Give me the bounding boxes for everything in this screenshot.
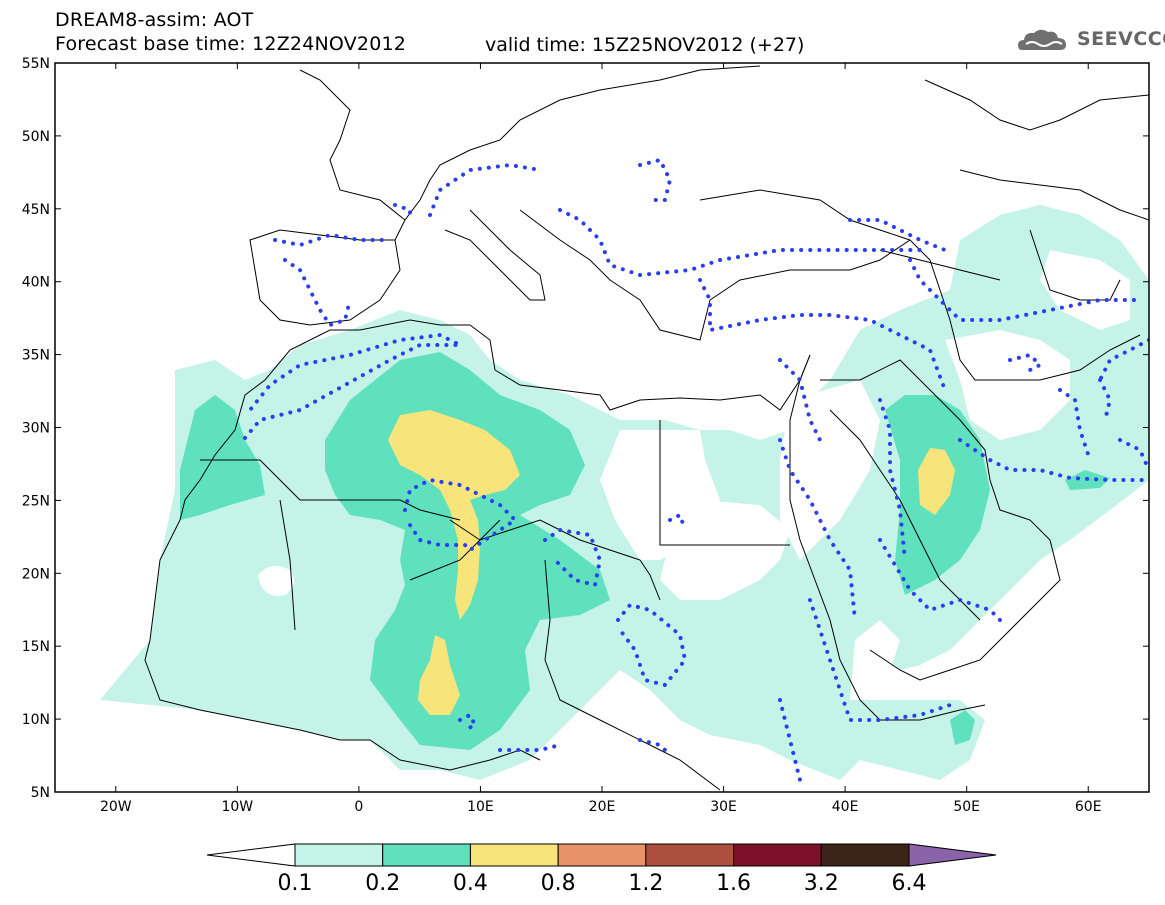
lat-label: 55N <box>22 56 50 72</box>
lon-label: 0 <box>354 799 363 815</box>
colorbar-segment <box>294 843 384 867</box>
lat-label: 45N <box>22 202 50 218</box>
colorbar-segment <box>733 843 822 867</box>
lat-label: 20N <box>22 566 50 582</box>
lon-label: 20W <box>100 799 132 815</box>
map-title: DREAM8-assim: AOT <box>55 9 254 31</box>
seevccc-cloud-logo-icon <box>1018 29 1066 50</box>
forecast-base-time: Forecast base time: 12Z24NOV2012 <box>55 33 407 55</box>
colorbar-label: 3.2 <box>804 871 839 896</box>
aot-fill-layer <box>100 205 1149 780</box>
seevccc-logo-text: SEEVCCC <box>1077 28 1165 50</box>
valid-time: valid time: 15Z25NOV2012 (+27) <box>485 34 805 56</box>
colorbar-label: 1.6 <box>716 871 751 896</box>
lat-label: 10N <box>22 712 50 728</box>
colorbar-label: 6.4 <box>892 871 927 896</box>
lat-label: 15N <box>22 639 50 655</box>
colorbar-label: 0.8 <box>541 871 576 896</box>
lat-label: 35N <box>22 348 50 364</box>
colorbar-segment <box>820 843 910 867</box>
colorbar-label: 0.4 <box>453 871 488 896</box>
lon-label: 10E <box>467 799 494 815</box>
colorbar-label: 0.2 <box>365 871 400 896</box>
lon-label: 40E <box>832 799 859 815</box>
lon-label: 30E <box>710 799 737 815</box>
latitude-axis: 55N 50N 45N 40N 35N 30N 25N 20N 15N 10N 5N <box>22 56 1149 801</box>
colorbar-segment <box>382 843 471 867</box>
coastlines-and-borders <box>144 65 1149 791</box>
longitude-axis: 20W 10W 0 10E 20E 30E 40E 50E 60E <box>100 63 1102 815</box>
colorbar-segment <box>469 843 559 867</box>
colorbar-under-triangle <box>206 843 296 867</box>
aot-band-0.4 <box>388 410 520 620</box>
lat-label: 25N <box>22 493 50 509</box>
colorbar-label: 0.1 <box>278 871 313 896</box>
lat-label: 50N <box>22 129 50 145</box>
lon-label: 10W <box>221 799 253 815</box>
lon-label: 60E <box>1075 799 1102 815</box>
colorbar: 0.1 0.2 0.4 0.8 1.2 1.6 3.2 6.4 <box>206 843 997 896</box>
colorbar-label: 1.2 <box>628 871 663 896</box>
lat-label: 30N <box>22 421 50 437</box>
colorbar-segment <box>557 843 647 867</box>
lat-label: 40N <box>22 275 50 291</box>
lon-label: 50E <box>953 799 980 815</box>
colorbar-over-triangle <box>908 843 997 867</box>
colorbar-segment <box>645 843 735 867</box>
lon-label: 20E <box>589 799 616 815</box>
dotted-contour-layer <box>243 157 1149 782</box>
lat-label: 5N <box>31 785 50 801</box>
